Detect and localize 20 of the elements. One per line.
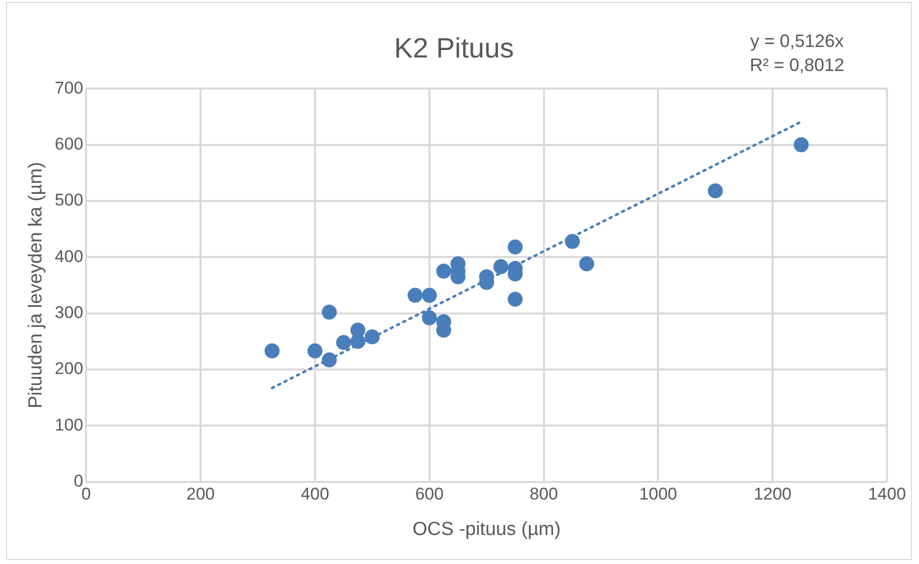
y-tick-label: 400 (54, 246, 84, 266)
y-axis-title: Pituuden ja leveyden ka (µm) (26, 162, 47, 408)
y-tick-label: 200 (54, 359, 84, 378)
x-tick-label: 600 (415, 484, 444, 504)
x-tick-label: 1200 (754, 484, 792, 504)
x-tick-label: 200 (186, 484, 215, 504)
y-tick-label: 100 (54, 415, 84, 434)
chart-title: K2 Pituus (394, 32, 514, 64)
text: y = 0,5126x (750, 30, 844, 51)
y-tick-label: 700 (54, 78, 84, 98)
text: R² = 0,8012 (750, 54, 844, 75)
y-tick-label: 300 (54, 302, 84, 322)
x-tick-label: 800 (530, 484, 558, 504)
x-axis-title: OCS -pituus (µm) (412, 518, 561, 540)
y-tick-label: 600 (54, 134, 84, 154)
y-tick-label: 0 (74, 471, 84, 490)
y-tick-label: 500 (54, 190, 84, 210)
x-tick-label: 1000 (639, 484, 678, 504)
x-tick-label: 400 (300, 484, 330, 504)
x-tick-label: 1400 (868, 484, 906, 504)
